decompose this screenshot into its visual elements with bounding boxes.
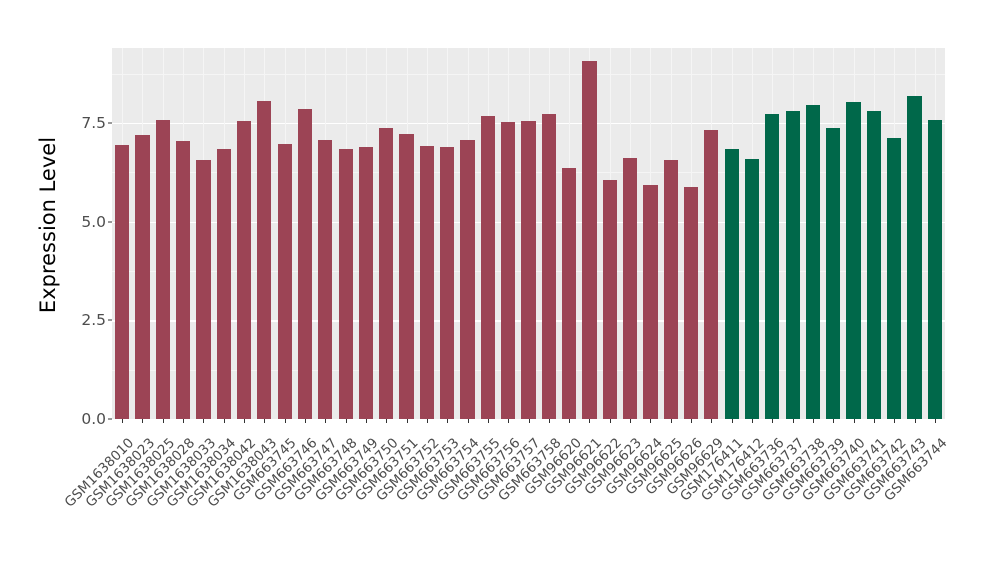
x-tick-mark — [630, 419, 632, 423]
x-tick-mark — [487, 419, 489, 423]
bar — [805, 105, 821, 419]
bar — [358, 147, 374, 419]
x-tick-mark — [467, 419, 469, 423]
bar — [277, 143, 292, 419]
x-tick-mark — [609, 419, 611, 423]
bar — [338, 148, 353, 419]
x-tick-mark — [711, 419, 713, 423]
bar — [460, 139, 475, 419]
x-tick-mark — [244, 419, 246, 423]
bar — [318, 139, 333, 419]
x-tick-mark — [264, 419, 266, 423]
bar — [683, 186, 699, 419]
x-tick-mark — [894, 419, 896, 423]
x-tick-mark — [833, 419, 835, 423]
x-tick-mark — [751, 419, 753, 423]
bar — [379, 127, 394, 419]
bar — [115, 144, 130, 419]
x-tick-mark — [223, 419, 225, 423]
bar — [907, 96, 922, 419]
bar — [785, 111, 800, 419]
plot-panel — [112, 48, 945, 421]
x-tick-mark — [365, 419, 367, 423]
y-tick-label: 7.5 — [81, 113, 106, 132]
bar — [155, 120, 170, 419]
bar — [257, 101, 272, 419]
x-tick-mark — [162, 419, 164, 423]
x-tick-mark — [873, 419, 875, 423]
bar — [846, 102, 861, 419]
bar — [927, 120, 942, 419]
x-tick-mark — [772, 419, 774, 423]
bar — [663, 159, 678, 419]
y-tick-label: 5.0 — [81, 212, 106, 231]
bar — [866, 111, 881, 419]
bar — [622, 157, 638, 419]
bar — [562, 167, 577, 419]
x-tick-mark — [183, 419, 185, 423]
x-tick-mark — [447, 419, 449, 423]
x-tick-mark — [569, 419, 571, 423]
bar — [216, 148, 231, 419]
bar — [765, 113, 780, 419]
x-tick-mark — [203, 419, 205, 423]
bar — [704, 129, 719, 419]
y-tick-mark — [108, 122, 112, 124]
bar — [440, 146, 455, 419]
bar — [744, 158, 760, 419]
y-tick-mark — [108, 418, 112, 420]
x-tick-mark — [812, 419, 814, 423]
x-tick-mark — [305, 419, 306, 423]
x-tick-mark — [426, 419, 428, 423]
bar — [643, 185, 658, 419]
x-tick-mark — [548, 419, 550, 423]
x-tick-mark — [345, 419, 347, 423]
x-tick-mark — [792, 419, 794, 423]
x-tick-mark — [325, 419, 327, 423]
bar — [419, 145, 435, 419]
x-tick-mark — [670, 419, 672, 423]
bar — [501, 122, 516, 419]
x-tick-mark — [691, 419, 693, 423]
bar — [196, 160, 211, 419]
bar — [826, 127, 841, 419]
bar — [175, 140, 191, 419]
bar — [399, 134, 414, 419]
bar — [602, 180, 617, 419]
x-tick-mark — [731, 419, 733, 423]
x-tick-mark — [853, 419, 855, 423]
x-tick-mark — [934, 419, 936, 423]
bar — [541, 113, 556, 419]
bar — [724, 149, 739, 419]
y-tick-mark — [108, 221, 112, 223]
x-tick-mark — [406, 419, 408, 423]
x-tick-mark — [142, 419, 144, 423]
x-tick-mark — [914, 419, 916, 423]
x-tick-mark — [650, 419, 652, 423]
bar — [521, 121, 536, 419]
bar — [582, 60, 597, 419]
bar — [135, 134, 150, 419]
bar — [887, 138, 902, 419]
y-tick-label: 0.0 — [81, 410, 106, 428]
x-tick-mark — [284, 419, 286, 423]
x-axis: GSM1638010 GSM1638023 GSM1638025 GSM1638028… — [62, 419, 950, 580]
x-tick-mark — [386, 419, 388, 423]
bar — [236, 121, 252, 419]
bar — [297, 109, 313, 419]
y-tick-mark — [108, 319, 112, 321]
x-tick-mark — [528, 419, 530, 423]
y-axis: 0.0 2.5 5.0 7.5 — [56, 0, 112, 580]
x-tick-mark — [508, 419, 510, 423]
y-tick-label: 2.5 — [81, 311, 106, 330]
bar — [480, 115, 495, 419]
x-tick-mark — [122, 419, 124, 423]
x-tick-mark — [589, 419, 591, 423]
